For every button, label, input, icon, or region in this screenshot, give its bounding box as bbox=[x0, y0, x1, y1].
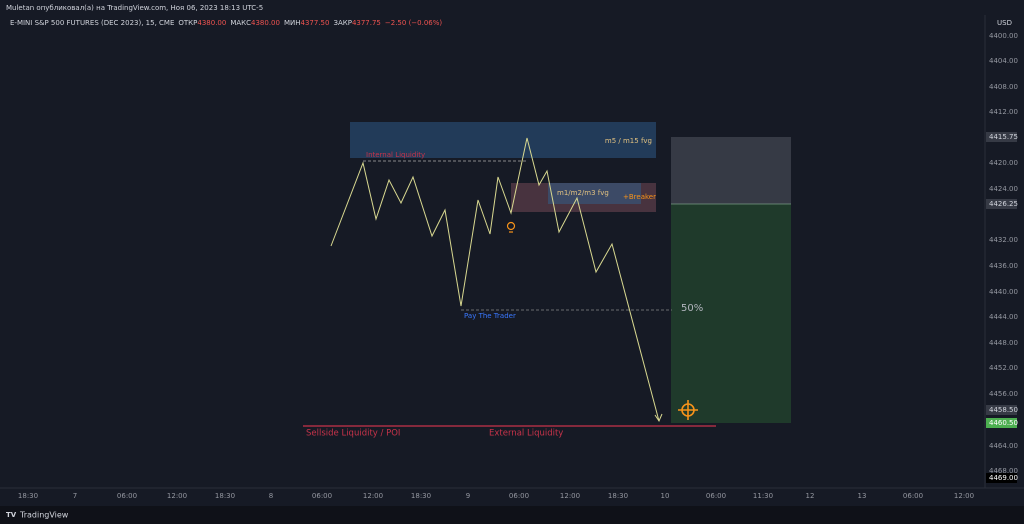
stop-zone bbox=[671, 137, 791, 204]
annotation: Pay The Trader bbox=[464, 312, 516, 320]
price-badge bbox=[986, 132, 1017, 142]
price-label: 4444.00 bbox=[989, 313, 1018, 321]
time-label: 12:00 bbox=[363, 492, 383, 500]
price-label: 4460.50 bbox=[989, 419, 1018, 427]
publisher: Muletan опубликовал(а) на TradingView.co… bbox=[6, 4, 263, 12]
price-label: 4404.00 bbox=[989, 57, 1018, 65]
target-zone bbox=[671, 204, 791, 423]
annotation: +Breaker bbox=[623, 193, 656, 201]
time-label: 12:00 bbox=[954, 492, 974, 500]
time-label: 18:30 bbox=[215, 492, 235, 500]
price-label: 4420.00 bbox=[989, 159, 1018, 167]
annotation: Sellside Liquidity / POI bbox=[306, 429, 400, 439]
time-label: 9 bbox=[466, 492, 470, 500]
ticker-low: 4377.50 bbox=[301, 19, 330, 27]
currency: USD bbox=[997, 19, 1012, 27]
time-axis: 18:30 7 06:00 12:00 18:30 8 06:00 12:00 18:30 9 06… bbox=[18, 492, 974, 500]
annotation: m5 / m15 fvg bbox=[605, 137, 652, 145]
price-label: 4468.00 bbox=[989, 467, 1018, 475]
time-label: 13 bbox=[858, 492, 867, 500]
ticker-low-label: МИН bbox=[284, 19, 301, 27]
annotation: External Liquidity bbox=[489, 429, 563, 439]
ticker-close-label: ЗАКР bbox=[333, 19, 351, 27]
time-label: 06:00 bbox=[117, 492, 137, 500]
price-label: 4436.00 bbox=[989, 262, 1018, 270]
idea-icon bbox=[506, 221, 516, 233]
time-label: 18:30 bbox=[18, 492, 38, 500]
price-label: 4464.00 bbox=[989, 442, 1018, 450]
annotation: m1/m2/m3 fvg bbox=[557, 189, 609, 197]
time-label: 18:30 bbox=[608, 492, 628, 500]
price-badge bbox=[986, 473, 1017, 483]
price-label: 4408.00 bbox=[989, 83, 1018, 91]
fvg-box bbox=[350, 122, 656, 158]
price-label: 4458.50 bbox=[989, 406, 1018, 414]
ticker-symbol: E-MINI S&P 500 FUTURES (DEC 2023), 15, C… bbox=[10, 19, 174, 27]
price-label: 4440.00 bbox=[989, 288, 1018, 296]
ticker-high: 4380.00 bbox=[251, 19, 280, 27]
fvg-box bbox=[548, 183, 641, 204]
time-label: 8 bbox=[269, 492, 273, 500]
time-label: 06:00 bbox=[312, 492, 332, 500]
price-label: 4412.00 bbox=[989, 108, 1018, 116]
price-label: 4424.00 bbox=[989, 185, 1018, 193]
price-badge bbox=[986, 199, 1017, 209]
time-label: 7 bbox=[73, 492, 77, 500]
price-badge bbox=[986, 418, 1017, 428]
footer-bar bbox=[0, 506, 1024, 524]
time-label: 12 bbox=[806, 492, 815, 500]
time-label: 10 bbox=[661, 492, 670, 500]
price-label: 4400.00 bbox=[989, 32, 1018, 40]
ticker-open-label: ОТКР bbox=[178, 19, 197, 27]
ticker-high-label: МАКС bbox=[230, 19, 251, 27]
logo-mark: TV bbox=[6, 511, 17, 519]
time-label: 18:30 bbox=[411, 492, 431, 500]
brand: TradingView bbox=[19, 511, 69, 520]
price-label: 4448.00 bbox=[989, 339, 1018, 347]
annotation: 50% bbox=[681, 303, 703, 314]
price-axis: 4400.00 4404.00 4408.00 4412.00 4415.75 4420.… bbox=[986, 32, 1018, 483]
price-label: 4469.00 bbox=[989, 474, 1018, 482]
arrow-head bbox=[654, 413, 663, 423]
time-label: 11:30 bbox=[753, 492, 773, 500]
price-label: 4452.00 bbox=[989, 364, 1018, 372]
price-label: 4456.00 bbox=[989, 390, 1018, 398]
time-label: 12:00 bbox=[167, 492, 187, 500]
ticker-line: E-MINI S&P 500 FUTURES (DEC 2023), 15, C… bbox=[10, 19, 442, 27]
time-label: 06:00 bbox=[509, 492, 529, 500]
time-label: 06:00 bbox=[903, 492, 923, 500]
price-label: 4426.25 bbox=[989, 200, 1018, 208]
price-path bbox=[330, 137, 660, 422]
time-label: 12:00 bbox=[560, 492, 580, 500]
time-label: 06:00 bbox=[706, 492, 726, 500]
annotation: Internal Liquidity bbox=[366, 151, 425, 159]
price-label: 4415.75 bbox=[989, 133, 1018, 141]
target-icon bbox=[678, 400, 698, 420]
price-label: 4432.00 bbox=[989, 236, 1018, 244]
ticker-close: 4377.75 bbox=[352, 19, 381, 27]
ticker-open: 4380.00 bbox=[197, 19, 226, 27]
ticker-change: −2.50 (−0.06%) bbox=[385, 19, 443, 27]
price-badge bbox=[986, 405, 1017, 415]
